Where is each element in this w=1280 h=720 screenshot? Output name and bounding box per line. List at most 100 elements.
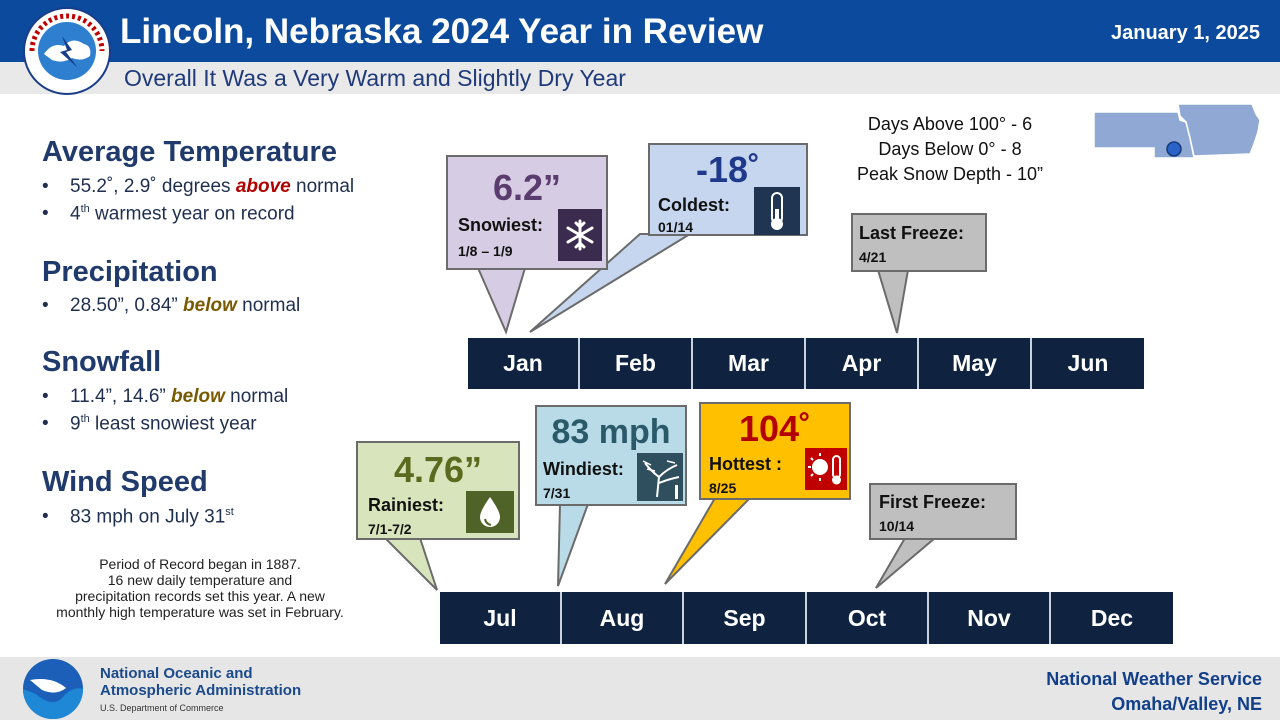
rank-text: warmest year on record [89, 203, 295, 225]
noaa-name-line-1: National Oceanic and [100, 665, 253, 682]
bullet: • [42, 413, 49, 435]
rank-suffix: th [80, 413, 90, 425]
bullet: • [42, 203, 49, 225]
avg-temp-bullet-1: • 55.2˚, 2.9˚ degrees above normal [42, 176, 354, 198]
rainiest-label: Rainiest: [368, 495, 445, 515]
month-feb: Feb [580, 338, 693, 389]
rainiest-value: 4.76” [393, 449, 483, 490]
hottest-value: 104˚ [738, 408, 812, 449]
rank-number: 9 [70, 413, 81, 435]
hottest-date: 8/25 [709, 480, 737, 496]
coldest-callout: -18˚ Coldest: 01/14 [648, 143, 808, 236]
coldest-value: -18˚ [695, 149, 761, 190]
noaa-name-line-2: Atmospheric Administration [100, 682, 302, 699]
month-nov: Nov [929, 592, 1051, 644]
month-may: May [919, 338, 1032, 389]
month-jun: Jun [1032, 338, 1144, 389]
extremes-summary: Days Above 100° - 6 Days Below 0° - 8 Pe… [830, 112, 1070, 187]
snowfall-bullet-1: • 11.4”, 14.6” below normal [42, 386, 288, 408]
snowiest-date: 1/8 – 1/9 [458, 243, 513, 259]
coldest-date: 01/14 [658, 219, 694, 235]
days-above-100: Days Above 100° - 6 [867, 114, 1033, 134]
first-freeze-label: First Freeze: [879, 492, 987, 512]
footer-bar [0, 657, 1280, 720]
month-apr: Apr [806, 338, 919, 389]
snowflake-icon [558, 209, 602, 261]
noaa-department: U.S. Department of Commerce [100, 703, 224, 713]
timeline-jul-dec: Jul Aug Sep Oct Nov Dec [440, 592, 1173, 644]
windiest-value: 83 mph [551, 413, 671, 451]
windiest-label: Windiest: [543, 459, 624, 479]
hottest-callout: 104˚ Hottest : 8/25 [699, 402, 851, 500]
snowfall-heading: Snowfall [42, 346, 162, 378]
raindrop-icon [466, 491, 514, 533]
bullet: • [42, 506, 49, 528]
precip-value: 28.50”, 0.84” [70, 295, 184, 316]
nebraska-iowa-map-icon [1093, 103, 1261, 159]
note-line: Period of Record began in 1887. [99, 556, 301, 572]
month-sep: Sep [684, 592, 807, 644]
page-subtitle: Overall It Was a Very Warm and Slightly … [124, 65, 626, 91]
avg-temp-heading: Average Temperature [42, 136, 337, 168]
nws-office-name: National Weather Service [1046, 669, 1262, 689]
date-suffix: st [225, 506, 234, 518]
last-freeze-pointer [876, 269, 910, 334]
hottest-pointer [664, 497, 753, 585]
above-emphasis: above [235, 176, 291, 197]
noaa-logo-icon [23, 659, 83, 719]
nws-office-location: Omaha/Valley, NE [1111, 694, 1262, 714]
snowiest-callout: 6.2” Snowiest: 1/8 – 1/9 [446, 155, 608, 270]
wind-value: 83 mph on July 31 [70, 506, 226, 528]
last-freeze-callout: Last Freeze: 4/21 [851, 213, 987, 272]
first-freeze-date: 10/14 [879, 518, 915, 534]
normal-text: normal [236, 295, 301, 316]
thermometer-cold-icon [754, 187, 800, 235]
below-emphasis: below [183, 295, 237, 316]
first-freeze-callout: First Freeze: 10/14 [869, 483, 1017, 540]
note-line: monthly high temperature was set in Febr… [56, 604, 344, 620]
days-below-0: Days Below 0° - 8 [878, 139, 1022, 159]
below-emphasis: below [171, 386, 225, 407]
month-jul: Jul [440, 592, 562, 644]
month-dec: Dec [1051, 592, 1173, 644]
snowiest-pointer [476, 267, 527, 335]
month-mar: Mar [693, 338, 806, 389]
first-freeze-pointer [875, 537, 938, 589]
page-title: Lincoln, Nebraska 2024 Year in Review [120, 12, 764, 51]
rank-text: least snowiest year [89, 413, 257, 435]
nws-logo-icon [23, 7, 111, 95]
normal-text: normal [290, 176, 355, 197]
rank-suffix: th [80, 203, 90, 215]
last-freeze-date: 4/21 [859, 249, 887, 265]
wind-tree-icon [637, 453, 683, 501]
hottest-label: Hottest : [709, 454, 782, 474]
precip-bullet-1: • 28.50”, 0.84” below normal [42, 295, 300, 317]
rainiest-date: 7/1-7/2 [368, 521, 412, 537]
sun-thermometer-icon [805, 448, 847, 490]
wind-bullet-1: • 83 mph on July 31st [42, 506, 234, 528]
bullet: • [42, 176, 49, 197]
report-date: January 1, 2025 [1111, 22, 1260, 44]
rainiest-pointer [382, 537, 438, 591]
snowiest-value: 6.2” [492, 167, 562, 208]
rank-number: 4 [70, 203, 81, 225]
windiest-callout: 83 mph Windiest: 7/31 [535, 405, 687, 506]
precip-heading: Precipitation [42, 256, 218, 288]
bullet: • [42, 386, 49, 407]
note-line: precipitation records set this year. A n… [75, 588, 325, 604]
snowiest-label: Snowiest: [458, 215, 544, 235]
month-oct: Oct [807, 592, 929, 644]
note-line: 16 new daily temperature and [107, 572, 293, 588]
timeline-jan-jun: Jan Feb Mar Apr May Jun [468, 338, 1144, 389]
avg-temp-bullet-2: • 4th warmest year on record [42, 203, 295, 225]
subtitle-bar [0, 62, 1280, 94]
wind-heading: Wind Speed [42, 466, 208, 498]
peak-snow-depth: Peak Snow Depth - 10” [856, 164, 1044, 184]
rainiest-callout: 4.76” Rainiest: 7/1-7/2 [356, 441, 520, 540]
header-bar [0, 0, 1280, 62]
month-jan: Jan [468, 338, 580, 389]
coldest-label: Coldest: [658, 195, 730, 215]
windiest-pointer [557, 503, 590, 587]
bullet: • [42, 295, 49, 316]
